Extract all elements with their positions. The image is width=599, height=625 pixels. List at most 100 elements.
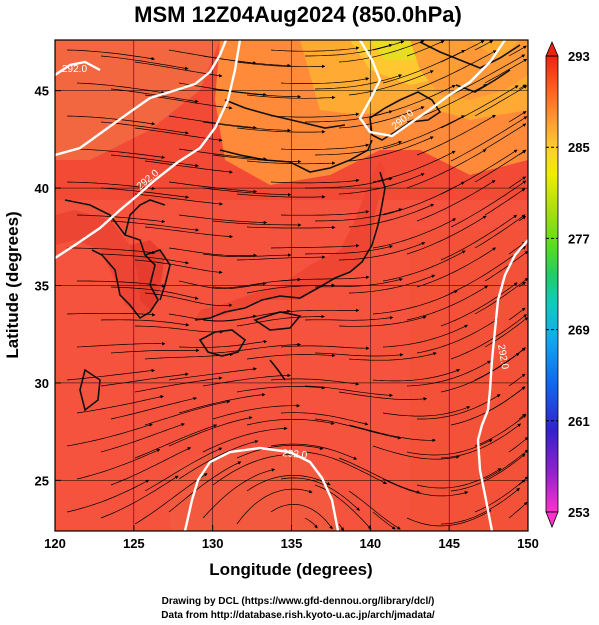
- streamline: [270, 308, 360, 315]
- streamline: [305, 177, 393, 189]
- streamline: [372, 150, 456, 183]
- streamline: [484, 58, 528, 84]
- streamline: [110, 396, 197, 420]
- streamline: [416, 180, 496, 222]
- colorbar-tick-label: 285: [568, 140, 590, 155]
- streamline: [348, 424, 436, 443]
- streamline: [144, 292, 233, 308]
- colorbar-bottom-arrow: [545, 511, 559, 529]
- streamline: [270, 46, 360, 52]
- streamline: [406, 360, 491, 387]
- streamline: [212, 154, 302, 164]
- streamline: [508, 436, 528, 453]
- streamline: [110, 154, 199, 168]
- streamline: [518, 281, 526, 288]
- streamline: [246, 283, 336, 294]
- streamline: [416, 247, 496, 288]
- streamline: [246, 353, 336, 360]
- streamline: [280, 77, 370, 84]
- streamline: [304, 316, 394, 321]
- streamline: [202, 309, 291, 322]
- streamline: [270, 503, 333, 530]
- streamline: [382, 250, 466, 282]
- streamline: [518, 479, 526, 486]
- streamline: [440, 40, 485, 63]
- streamline: [450, 116, 528, 162]
- x-axis: 120 125 130 135 140 145 150: [44, 525, 539, 551]
- streamline: [134, 259, 223, 274]
- contour-label: 292.0: [282, 448, 308, 461]
- streamline: [348, 203, 435, 228]
- streamline: [134, 424, 218, 459]
- streamline: [212, 403, 301, 420]
- streamline: [144, 400, 231, 426]
- streamline: [338, 241, 426, 261]
- streamline: [474, 414, 527, 447]
- streamline: [76, 341, 166, 348]
- streamline: [270, 378, 360, 386]
- streamline: [236, 61, 326, 69]
- x-tick-label: 145: [438, 536, 460, 551]
- streamline: [508, 176, 527, 189]
- colorbar-tick-label: 293: [568, 49, 590, 64]
- contour-lines: [55, 40, 528, 531]
- colorbar-tick-label: 277: [568, 231, 590, 246]
- streamline: [202, 468, 276, 519]
- streamline: [338, 523, 344, 531]
- streamline: [484, 449, 528, 480]
- streamline: [484, 188, 526, 216]
- streamline: [474, 347, 526, 381]
- streamline: [372, 290, 458, 315]
- streamline: [440, 282, 518, 327]
- streamline: [236, 488, 313, 525]
- streamline: [372, 445, 460, 460]
- streamline: [236, 314, 325, 327]
- streamline: [246, 94, 336, 100]
- streamline: [270, 112, 360, 118]
- x-tick-label: 130: [202, 536, 224, 551]
- streamline: [202, 373, 291, 387]
- streamline: [508, 45, 527, 57]
- streamline: [508, 111, 527, 123]
- streamline: [66, 479, 150, 513]
- streamline: [270, 178, 360, 184]
- colorbar-tick-label: 269: [568, 323, 590, 338]
- streamline: [314, 208, 403, 222]
- x-axis-label: Longitude (degrees): [209, 560, 372, 579]
- streamline: [474, 277, 528, 315]
- colorbar-top-arrow: [545, 40, 559, 57]
- streamline: [144, 447, 223, 492]
- x-tick-label: 120: [44, 536, 66, 551]
- streamline: [66, 312, 156, 317]
- colorbar-tick-label: 261: [568, 414, 590, 429]
- streamline: [66, 423, 153, 447]
- y-tick-label: 30: [35, 376, 49, 391]
- streamline: [76, 148, 166, 159]
- streamline: [110, 348, 200, 354]
- streamline: [474, 40, 494, 51]
- streamline: [246, 160, 336, 165]
- contour-label: 292.0: [62, 64, 87, 75]
- streamline: [202, 187, 292, 197]
- streamline: [484, 250, 528, 282]
- streamline: [518, 215, 526, 222]
- colorbar-tick-label: 253: [568, 505, 590, 520]
- streamline: [144, 94, 233, 110]
- streamline: [474, 149, 527, 183]
- streamline: [66, 49, 155, 61]
- streamline: [314, 74, 403, 90]
- streamline: [77, 280, 166, 288]
- streamline: [406, 510, 492, 527]
- y-tick-label: 40: [35, 181, 49, 196]
- streamline: [76, 82, 165, 95]
- streamline: [134, 325, 224, 334]
- streamline: [110, 88, 199, 103]
- streamline: [280, 412, 369, 426]
- streamline: [246, 419, 335, 426]
- streamline: [212, 220, 302, 227]
- streamline: [372, 84, 456, 117]
- streamline: [348, 136, 434, 162]
- streamline: [270, 243, 360, 249]
- streamline: [416, 114, 496, 156]
- streamline: [236, 444, 324, 459]
